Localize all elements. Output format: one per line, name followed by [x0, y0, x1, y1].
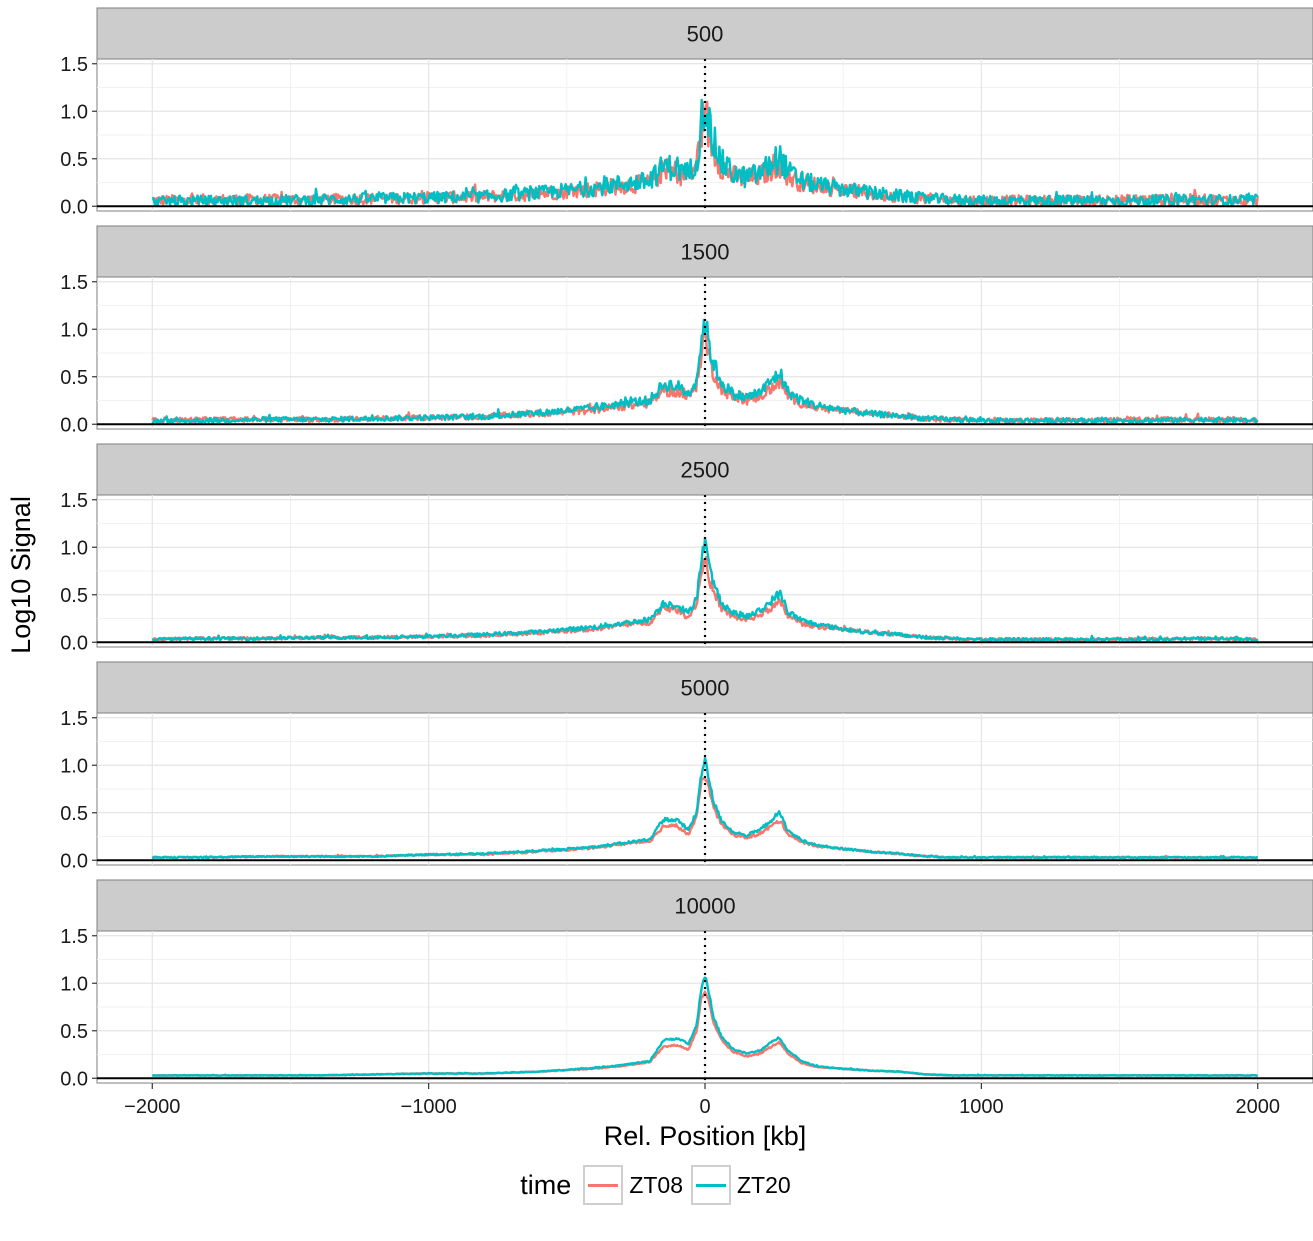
y-tick-label: 0.0	[60, 414, 88, 436]
facet-panel-1500: 1500 0.0 0.5 1.0 1.5	[60, 225, 1313, 436]
x-tick-label: 1000	[959, 1096, 1004, 1118]
facet-strip-label: 5000	[681, 676, 730, 701]
y-tick-label: 1.5	[60, 708, 88, 730]
y-tick-label: 0.0	[60, 850, 88, 872]
y-tick-label: 0.5	[60, 1021, 88, 1043]
x-axis-title: Rel. Position [kb]	[604, 1121, 807, 1151]
x-axis: −2000 −1000 0 1000 2000	[124, 1083, 1280, 1118]
facet-panel-10000: 10000 0.0 0.5 1.0 1.5	[60, 879, 1313, 1090]
x-tick-label: −1000	[401, 1096, 457, 1118]
series-line-zt20	[151, 756, 1259, 860]
legend-swatch-zt20	[696, 1183, 726, 1187]
y-tick-label: 1.5	[60, 272, 88, 294]
legend-title: time	[520, 1169, 572, 1200]
facet-strip-label: 2500	[681, 458, 730, 483]
legend-key-zt08	[583, 1165, 624, 1205]
x-tick-label: 0	[699, 1096, 710, 1118]
y-tick-label: 1.5	[60, 490, 88, 512]
x-tick-label: 2000	[1235, 1096, 1280, 1118]
y-tick-label: 0.5	[60, 149, 88, 171]
y-tick-label: 1.0	[60, 101, 88, 123]
series-line-zt20	[152, 976, 1258, 1077]
y-axis-title: Log10 Signal	[6, 496, 36, 654]
y-tick-label: 0.0	[60, 1068, 88, 1090]
legend-label-zt20: ZT20	[737, 1171, 791, 1198]
facet-panel-5000: 5000 0.0 0.5 1.0 1.5	[60, 661, 1313, 872]
facet-strip	[96, 661, 1313, 714]
y-tick-label: 0.5	[60, 367, 88, 389]
facet-strip-label: 10000	[674, 894, 735, 919]
y-tick-label: 1.0	[60, 973, 88, 995]
y-tick-label: 0.5	[60, 585, 88, 607]
legend-label-zt08: ZT08	[629, 1171, 683, 1198]
facet-panel-500: 500 0.0 0.5 1.0 1.5	[60, 7, 1313, 218]
chart-panels: 500 0.0 0.5 1.0 1.5 1500 0.0 0.5 1.0 1.5 2500 0.0 0.…	[60, 7, 1313, 1090]
facet-strip-label: 1500	[681, 240, 730, 265]
facet-strip	[96, 225, 1313, 278]
facet-strip	[96, 7, 1313, 60]
y-tick-label: 1.0	[60, 537, 88, 559]
series-line-zt20	[151, 318, 1258, 425]
facet-panel-2500: 2500 0.0 0.5 1.0 1.5	[60, 443, 1313, 654]
y-tick-label: 1.5	[60, 54, 88, 76]
y-tick-label: 0.0	[60, 196, 88, 218]
y-tick-label: 0.5	[60, 803, 88, 825]
y-tick-label: 0.0	[60, 632, 88, 654]
facet-strip-label: 500	[687, 22, 724, 47]
legend-swatch-zt08	[588, 1183, 619, 1187]
y-tick-label: 1.0	[60, 755, 88, 777]
y-tick-label: 1.5	[60, 926, 88, 948]
facet-strip	[96, 443, 1313, 496]
x-tick-label: −2000	[124, 1096, 180, 1118]
y-tick-label: 1.0	[60, 319, 88, 341]
legend: time ZT08 ZT20	[0, 1160, 1313, 1210]
legend-key-zt20	[691, 1165, 731, 1205]
